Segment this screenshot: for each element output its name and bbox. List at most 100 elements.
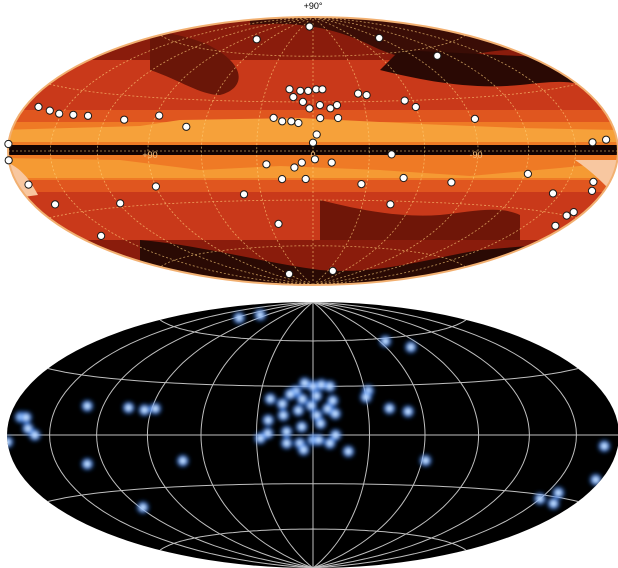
source-blob-19 <box>279 424 294 439</box>
source-marker-19 <box>305 104 314 113</box>
source-blob-52 <box>135 500 150 515</box>
source-blob-45 <box>418 453 433 468</box>
source-marker-8 <box>83 111 93 120</box>
source-marker-39 <box>262 160 271 169</box>
source-blob-36 <box>137 403 152 417</box>
source-marker-52 <box>548 189 558 198</box>
top-all-sky-map: +90° +90 0 -90 <box>4 1 618 286</box>
source-blob-23 <box>253 431 268 446</box>
top-grid-parallel <box>160 245 466 268</box>
source-marker-58 <box>4 156 13 165</box>
top-map-intensity-field <box>8 17 618 285</box>
source-blob-44 <box>175 453 190 468</box>
source-blob-29 <box>341 444 356 459</box>
top-pole-label: +90° <box>304 1 323 11</box>
top-grid-meridian <box>312 17 370 285</box>
source-blob-50 <box>551 485 566 500</box>
source-blob-11 <box>275 396 290 411</box>
source-marker-61 <box>97 231 106 240</box>
source-blob-16 <box>328 406 343 421</box>
source-blob-22 <box>279 436 294 451</box>
galactic-plane-gap <box>8 145 618 155</box>
source-blob-34 <box>401 404 416 419</box>
source-marker-64 <box>239 190 249 199</box>
source-marker-4 <box>34 102 43 112</box>
source-blob-40 <box>19 410 34 425</box>
source-marker-11 <box>182 122 191 131</box>
source-marker-38 <box>4 139 13 149</box>
source-marker-34 <box>411 102 420 112</box>
source-marker-54 <box>587 186 597 195</box>
bottom-grid-parallel <box>47 483 579 502</box>
top-grid-meridian <box>256 17 314 285</box>
source-marker-49 <box>387 150 396 159</box>
top-grid-meridian <box>49 17 314 285</box>
source-marker-10 <box>155 111 164 120</box>
source-blob-51 <box>533 491 547 506</box>
source-marker-59 <box>24 180 33 189</box>
source-blob-26 <box>296 442 311 457</box>
plane-band-bright-north <box>8 118 618 142</box>
source-marker-13 <box>296 86 305 95</box>
source-marker-63 <box>151 182 160 191</box>
source-blob-46 <box>7 435 15 449</box>
source-blob-49 <box>546 496 561 511</box>
source-blob-38 <box>80 399 95 413</box>
source-marker-0 <box>305 22 314 31</box>
top-grid-parallel <box>160 34 466 57</box>
source-marker-32 <box>362 91 371 100</box>
top-map-border <box>7 16 618 286</box>
bottom-grid-parallel <box>159 319 467 342</box>
lon-label-minus90: -90 <box>469 150 482 160</box>
source-marker-25 <box>316 114 325 123</box>
source-marker-17 <box>289 93 298 102</box>
source-marker-6 <box>55 109 64 118</box>
source-marker-24 <box>287 117 296 126</box>
source-marker-9 <box>120 115 129 124</box>
source-marker-57 <box>569 208 578 217</box>
source-marker-16 <box>318 85 327 94</box>
source-marker-30 <box>308 138 318 147</box>
source-marker-66 <box>285 269 294 279</box>
source-blob-55 <box>253 307 268 322</box>
source-blob-30 <box>311 432 326 447</box>
lon-label-zero: 0 <box>310 150 315 160</box>
source-blob-5 <box>283 387 298 402</box>
source-blob-43 <box>80 457 95 471</box>
bottom-all-sky-map <box>7 302 618 568</box>
source-marker-40 <box>290 163 299 172</box>
source-marker-47 <box>386 200 395 209</box>
source-blob-20 <box>261 413 276 428</box>
source-marker-3 <box>433 51 442 60</box>
source-marker-51 <box>523 169 533 178</box>
source-marker-14 <box>304 86 313 96</box>
source-blob-33 <box>382 401 397 416</box>
source-marker-22 <box>269 113 278 123</box>
plane-band-bright-south <box>8 158 618 178</box>
source-blob-13 <box>276 408 291 423</box>
bottom-map-sources <box>7 307 612 515</box>
source-marker-48 <box>399 173 408 183</box>
source-marker-7 <box>69 110 78 119</box>
source-marker-41 <box>297 158 306 167</box>
source-blob-28 <box>328 428 343 442</box>
source-marker-33 <box>400 96 409 105</box>
source-marker-18 <box>298 97 307 107</box>
source-marker-44 <box>278 175 287 184</box>
source-marker-27 <box>334 113 343 123</box>
source-blob-32 <box>359 390 373 405</box>
source-marker-20 <box>315 101 324 110</box>
source-marker-23 <box>278 117 287 126</box>
source-marker-56 <box>551 221 560 230</box>
top-grid-parallel <box>48 83 578 103</box>
source-blob-48 <box>588 472 603 487</box>
source-blob-37 <box>121 400 136 415</box>
source-blob-17 <box>313 416 328 431</box>
source-marker-1 <box>252 35 261 44</box>
source-blob-2 <box>297 376 312 391</box>
source-blob-18 <box>294 419 309 434</box>
source-marker-45 <box>301 174 310 184</box>
source-blob-42 <box>27 428 42 442</box>
